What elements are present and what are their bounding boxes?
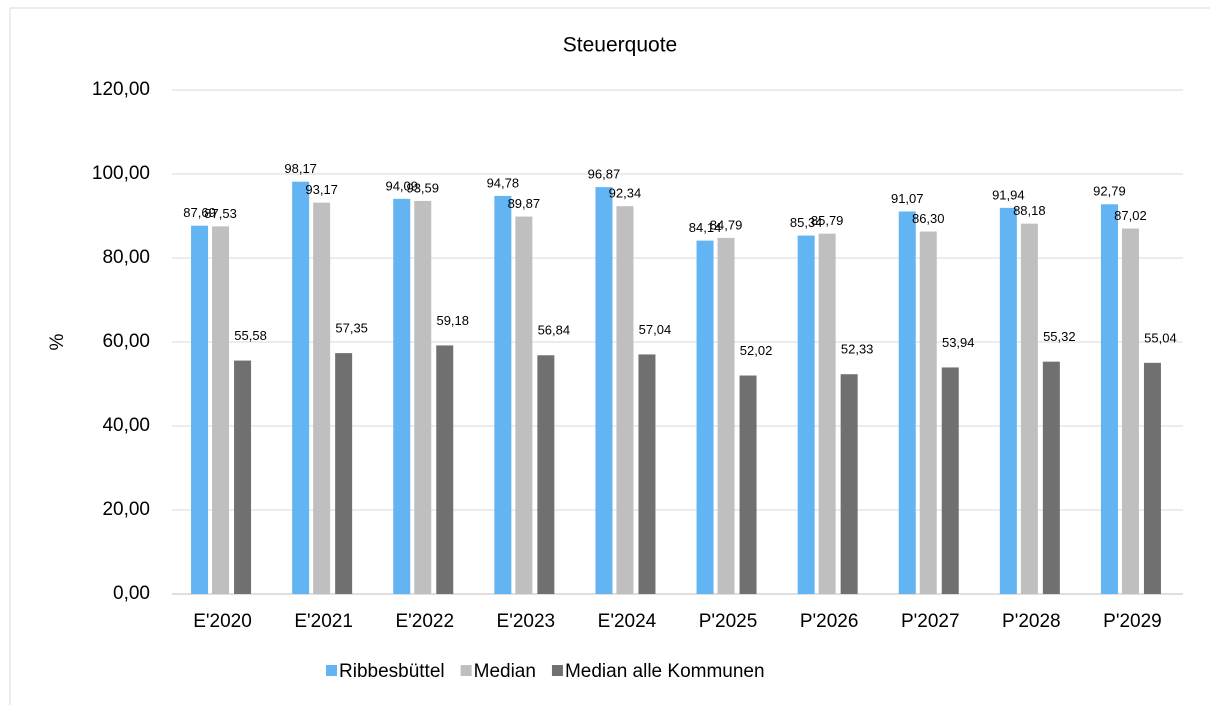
data-label: 55,04 (1144, 330, 1177, 345)
bar (393, 198, 411, 594)
chart-title: Steuerquote (563, 34, 677, 57)
y-tick-label: 100,00 (92, 163, 150, 184)
data-label: 55,32 (1043, 329, 1076, 344)
x-tick-label: E'2020 (193, 611, 252, 632)
bar (1100, 204, 1118, 595)
bar (696, 240, 714, 594)
bar (335, 353, 353, 594)
legend-swatch (551, 665, 563, 676)
bar (537, 355, 555, 594)
bar (1121, 228, 1139, 595)
data-label: 98,17 (284, 161, 317, 176)
bar (818, 233, 836, 594)
bar (414, 200, 432, 594)
bar (941, 367, 959, 594)
bar (797, 235, 815, 594)
y-tick-label: 40,00 (102, 415, 150, 436)
data-label: 87,02 (1114, 208, 1147, 223)
data-label: 94,78 (487, 175, 520, 190)
legend-label: Median (474, 661, 536, 682)
data-label: 89,87 (508, 196, 541, 211)
data-label: 52,33 (841, 342, 874, 357)
bar (616, 206, 634, 594)
x-tick-label: E'2022 (395, 611, 454, 632)
y-tick-label: 60,00 (102, 331, 150, 352)
bar (234, 360, 252, 594)
x-tick-label: E'2021 (294, 611, 353, 632)
y-tick-label: 120,00 (92, 79, 150, 100)
data-label: 91,07 (891, 191, 924, 206)
bar (494, 195, 512, 594)
bar (515, 216, 533, 594)
bar (638, 354, 656, 594)
x-tick-label: E'2023 (497, 611, 556, 632)
y-tick-label: 80,00 (102, 247, 150, 268)
bar (840, 374, 858, 594)
data-label: 88,18 (1013, 203, 1046, 218)
data-label: 84,79 (710, 217, 743, 232)
data-label: 57,35 (335, 321, 368, 336)
legend-swatch (460, 665, 472, 676)
y-tick-label: 0,00 (113, 583, 150, 604)
data-label: 92,34 (609, 186, 642, 201)
y-tick-label: 20,00 (102, 499, 150, 520)
bar (313, 202, 331, 594)
bar (292, 181, 310, 594)
y-axis-label: % (47, 333, 68, 350)
bar (717, 237, 735, 594)
data-label: 92,79 (1093, 184, 1126, 199)
data-label: 85,79 (811, 213, 844, 228)
legend-label: Median alle Kommunen (565, 661, 765, 682)
x-tick-label: P'2025 (699, 611, 758, 632)
data-label: 57,04 (639, 322, 672, 337)
data-label: 86,30 (912, 211, 945, 226)
data-label: 85,34 (790, 215, 823, 230)
data-label: 87,53 (204, 206, 237, 221)
frame (9, 7, 1210, 705)
bar (212, 226, 230, 594)
legend-swatch (326, 665, 337, 676)
x-tick-label: P'2029 (1103, 611, 1162, 632)
data-label: 91,94 (992, 187, 1025, 202)
bar (898, 211, 916, 595)
x-tick-label: P'2027 (901, 611, 960, 632)
data-label: 55,58 (234, 328, 267, 343)
bar (595, 187, 613, 594)
legend-label: Ribbesbüttel (339, 661, 445, 682)
bar (191, 225, 209, 594)
bar (1020, 223, 1038, 595)
bar (739, 375, 757, 594)
data-label: 56,84 (538, 323, 571, 338)
data-label: 96,87 (588, 167, 621, 182)
data-label: 59,18 (436, 313, 469, 328)
data-label: 94,09 (385, 178, 418, 193)
bar (919, 231, 937, 595)
data-label: 84,14 (689, 220, 722, 235)
bar (1042, 361, 1060, 594)
x-tick-label: E'2024 (598, 611, 657, 632)
bar (999, 207, 1017, 595)
data-label: 93,59 (406, 180, 439, 195)
bar (436, 345, 454, 594)
data-label: 52,02 (740, 343, 773, 358)
data-label: 53,94 (942, 335, 975, 350)
x-tick-label: P'2028 (1002, 611, 1061, 632)
bar (1143, 362, 1161, 594)
x-tick-label: P'2026 (800, 611, 859, 632)
data-label: 93,17 (305, 182, 338, 197)
data-label: 87,69 (183, 205, 216, 220)
